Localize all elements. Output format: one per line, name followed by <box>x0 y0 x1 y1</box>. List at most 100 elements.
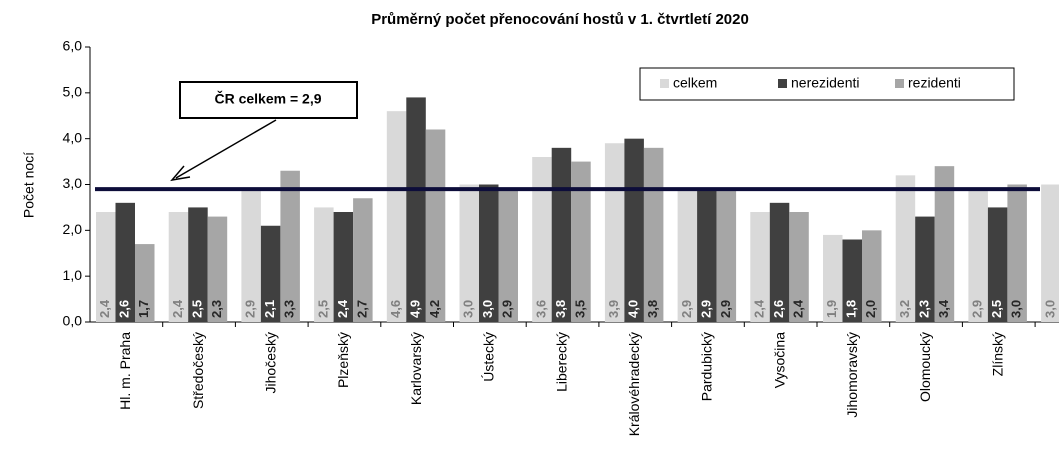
bar <box>314 207 334 322</box>
value-label: 2,4 <box>97 299 112 318</box>
y-tick-label: 1,0 <box>63 267 83 283</box>
x-tick-label: Karlovarský <box>408 332 424 405</box>
value-label: 2,4 <box>335 299 350 318</box>
value-label: 2,9 <box>718 300 733 318</box>
x-tick-label: Vysočina <box>771 332 787 389</box>
value-label: 2,3 <box>916 300 931 318</box>
value-label: 4,2 <box>427 300 442 318</box>
value-label: 2,7 <box>354 300 369 318</box>
value-label: 3,0 <box>461 300 476 318</box>
value-label: 4,9 <box>407 300 422 318</box>
legend-label: celkem <box>673 75 717 91</box>
value-label: 2,5 <box>315 300 330 318</box>
y-tick-label: 2,0 <box>63 221 83 237</box>
legend-swatch <box>778 79 787 88</box>
bar <box>643 147 664 322</box>
legend-swatch <box>895 79 904 88</box>
annotation-arrow <box>175 119 277 179</box>
y-tick-label: 4,0 <box>63 129 83 145</box>
value-label: 3,5 <box>572 300 587 318</box>
value-label: 2,4 <box>751 299 766 318</box>
bar <box>934 166 955 322</box>
annotation-text: ČR celkem = 2,9 <box>214 90 321 107</box>
plot: 0,0 1,0 2,0 3,0 4,0 5,0 6,0 Hl. m. Praha 2,4 2,6 1… <box>63 38 1059 436</box>
x-tick-label: Jihomoravský <box>844 332 860 418</box>
value-label: 4,0 <box>626 300 641 318</box>
y-axis-label: Počet nocí <box>21 152 37 218</box>
bar <box>425 129 446 322</box>
bar <box>987 207 1008 322</box>
x-tick-label: Pardubický <box>699 332 715 401</box>
value-label: 4,6 <box>388 300 403 318</box>
value-label: 2,4 <box>790 299 805 318</box>
bar <box>842 239 862 322</box>
bar <box>96 212 116 322</box>
y-tick-label: 6,0 <box>63 38 83 54</box>
bar <box>479 184 499 322</box>
value-label: 2,9 <box>500 300 515 318</box>
value-label: 3,0 <box>1042 300 1057 318</box>
bar <box>532 157 552 322</box>
value-label: 3,4 <box>936 299 951 318</box>
bar <box>677 189 698 322</box>
value-label: 2,6 <box>117 300 132 318</box>
value-label: 2,9 <box>698 300 713 318</box>
bar <box>968 189 988 322</box>
bar <box>459 184 479 322</box>
value-label: 2,9 <box>243 300 258 318</box>
bar <box>333 212 354 322</box>
bar <box>280 170 300 322</box>
value-label: 3,6 <box>533 300 548 318</box>
bar <box>750 212 770 322</box>
value-label: 2,0 <box>863 300 878 318</box>
y-tick-label: 3,0 <box>63 175 83 191</box>
bar <box>353 198 373 322</box>
y-tick-label: 5,0 <box>63 84 83 100</box>
bar <box>551 147 572 322</box>
x-tick-label: Zlínský <box>989 332 1005 376</box>
bar <box>789 212 809 322</box>
legend-swatch <box>660 79 669 88</box>
bar <box>260 225 281 322</box>
value-label: 3,8 <box>645 300 660 318</box>
legend-label: rezidenti <box>908 75 961 91</box>
bar <box>716 189 737 322</box>
bar <box>115 202 135 322</box>
bar <box>915 216 935 322</box>
annotation-box <box>179 81 358 119</box>
y-tick-label: 0,0 <box>63 313 83 329</box>
value-label: 1,7 <box>136 300 151 318</box>
bar <box>862 230 882 322</box>
bar <box>697 189 717 322</box>
arrow-head <box>170 165 191 182</box>
value-label: 2,3 <box>209 300 224 318</box>
x-tick-label: Liberecký <box>553 332 569 392</box>
bar <box>168 212 189 322</box>
bar <box>406 97 426 323</box>
x-tick-label: Plzeňský <box>335 332 351 388</box>
value-label: 1,8 <box>844 300 859 318</box>
value-label: 2,1 <box>262 300 277 318</box>
value-label: 2,6 <box>771 300 786 318</box>
bar <box>624 138 644 322</box>
value-label: 3,0 <box>480 300 495 318</box>
value-label: 2,5 <box>989 300 1004 318</box>
value-label: 3,2 <box>897 300 912 318</box>
value-label: 2,9 <box>679 300 694 318</box>
bar <box>604 143 625 322</box>
bar <box>241 189 261 322</box>
x-tick-label: Ústecký <box>481 332 497 382</box>
bar <box>895 175 916 322</box>
value-label: 2,5 <box>189 300 204 318</box>
value-label: 3,9 <box>606 300 621 318</box>
legend-label: nerezidenti <box>791 75 860 91</box>
bar <box>769 202 790 322</box>
bar <box>207 216 228 322</box>
value-label: 3,8 <box>553 300 568 318</box>
x-tick-label: Královéhradecký <box>626 332 642 436</box>
value-label: 3,0 <box>1009 300 1024 318</box>
x-tick-label: Středočeský <box>190 332 206 409</box>
bar <box>1041 184 1059 322</box>
